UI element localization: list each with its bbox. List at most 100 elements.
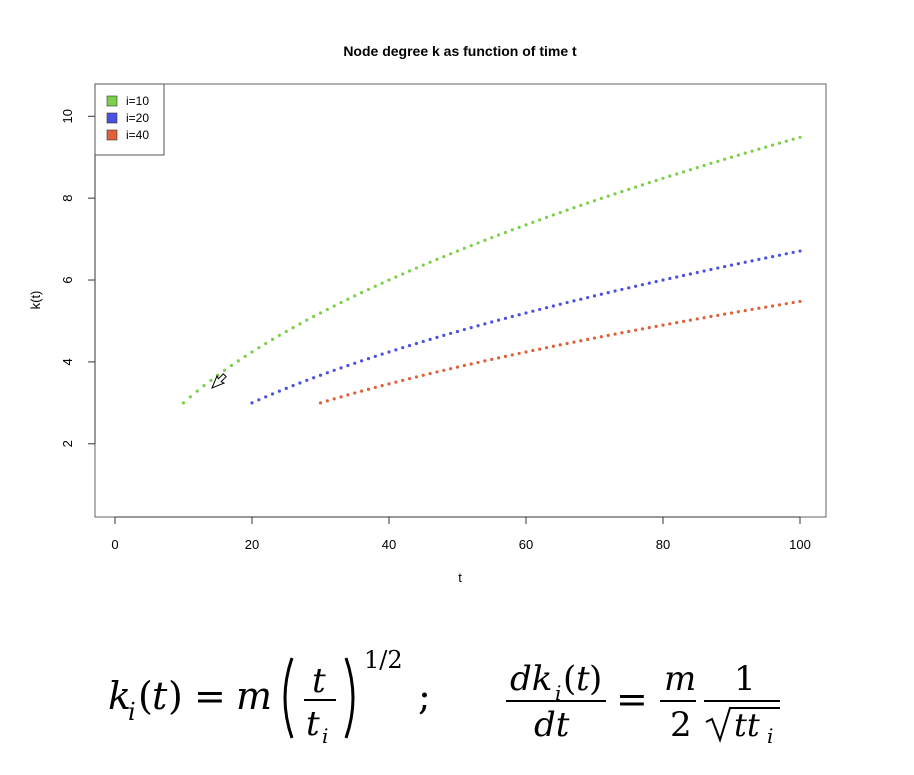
data-point bbox=[654, 178, 658, 183]
data-point bbox=[736, 262, 740, 266]
data-point bbox=[661, 323, 665, 327]
data-point bbox=[462, 363, 466, 368]
data-point bbox=[709, 314, 713, 319]
data-point bbox=[613, 332, 617, 336]
data-point bbox=[291, 326, 295, 330]
data-point bbox=[627, 187, 631, 191]
data-point bbox=[716, 266, 720, 270]
data-point bbox=[544, 346, 549, 350]
data-point bbox=[490, 236, 494, 240]
data-point bbox=[312, 376, 316, 380]
legend-label: i=10 bbox=[126, 94, 149, 108]
svg-text:i: i bbox=[555, 681, 561, 705]
data-point bbox=[599, 292, 603, 296]
data-point bbox=[688, 272, 693, 276]
data-point bbox=[764, 305, 768, 309]
data-point bbox=[483, 238, 487, 242]
x-tick-label: 40 bbox=[382, 537, 396, 552]
data-point bbox=[435, 335, 439, 339]
data-point bbox=[586, 295, 590, 300]
series-i=40 bbox=[318, 299, 802, 405]
data-point bbox=[640, 283, 645, 287]
data-point bbox=[606, 291, 610, 295]
data-point bbox=[277, 333, 281, 337]
data-point bbox=[428, 371, 432, 376]
data-point bbox=[634, 185, 638, 189]
data-point bbox=[332, 304, 336, 308]
data-point bbox=[325, 371, 329, 375]
x-axis-label: t bbox=[458, 570, 462, 585]
data-point bbox=[305, 378, 309, 382]
svg-text:t: t bbox=[152, 674, 168, 718]
y-tick-label: 4 bbox=[60, 358, 75, 365]
data-point bbox=[401, 346, 405, 350]
data-point bbox=[414, 375, 418, 379]
data-point bbox=[531, 309, 535, 313]
data-point bbox=[634, 328, 638, 332]
data-point bbox=[757, 147, 761, 151]
data-point bbox=[270, 392, 275, 396]
data-point bbox=[510, 314, 514, 319]
data-point bbox=[784, 252, 788, 256]
data-point bbox=[572, 340, 576, 344]
data-point bbox=[366, 387, 371, 391]
data-point bbox=[620, 331, 624, 335]
svg-text:k: k bbox=[108, 674, 131, 718]
data-point bbox=[407, 377, 412, 381]
data-point bbox=[723, 264, 727, 269]
data-point bbox=[702, 163, 706, 168]
data-point bbox=[675, 172, 679, 176]
data-point bbox=[675, 321, 679, 325]
data-point bbox=[777, 253, 782, 257]
data-point bbox=[729, 263, 734, 267]
svg-text:=: = bbox=[194, 674, 226, 718]
legend-label: i=20 bbox=[126, 111, 149, 125]
mouse-cursor-icon bbox=[211, 373, 227, 389]
data-point bbox=[661, 176, 665, 180]
data-point bbox=[750, 259, 754, 263]
data-point bbox=[579, 339, 583, 343]
data-point bbox=[517, 313, 521, 317]
data-point bbox=[620, 189, 624, 194]
data-point bbox=[531, 220, 535, 224]
data-point bbox=[284, 386, 288, 390]
data-point bbox=[483, 322, 487, 326]
data-point bbox=[538, 347, 542, 351]
data-point bbox=[264, 341, 268, 346]
data-point bbox=[510, 228, 514, 232]
data-point bbox=[565, 300, 569, 305]
data-point bbox=[243, 354, 247, 358]
data-point bbox=[469, 326, 473, 330]
data-point bbox=[729, 155, 734, 159]
svg-text:t: t bbox=[576, 659, 590, 699]
data-point bbox=[695, 270, 699, 275]
data-point bbox=[476, 324, 480, 328]
svg-text:i: i bbox=[767, 724, 773, 748]
data-point bbox=[223, 368, 227, 372]
data-point bbox=[236, 359, 240, 363]
data-point bbox=[736, 310, 740, 314]
y-axis: 2 4 6 8 10 bbox=[60, 109, 96, 447]
x-tick-label: 80 bbox=[656, 537, 670, 552]
data-point bbox=[668, 322, 672, 326]
data-point bbox=[462, 327, 466, 332]
data-point bbox=[380, 281, 384, 285]
data-point bbox=[771, 304, 775, 308]
data-point bbox=[551, 213, 556, 217]
data-point bbox=[640, 327, 645, 331]
formula-panel: k i ( t ) = m t t i 1/2 ; dk i ( t ) dt … bbox=[108, 646, 780, 748]
formula-degree: k i ( t ) = m t t i 1/2 ; bbox=[108, 646, 431, 748]
data-point bbox=[414, 341, 418, 346]
data-point bbox=[750, 149, 754, 153]
svg-text:m: m bbox=[664, 659, 696, 699]
legend-swatch bbox=[106, 112, 118, 124]
data-point bbox=[435, 257, 439, 262]
data-point bbox=[497, 356, 501, 360]
data-point bbox=[647, 326, 651, 330]
y-axis-label: k(t) bbox=[28, 291, 43, 310]
svg-text:1: 1 bbox=[734, 659, 756, 699]
plot-frame bbox=[94, 83, 827, 518]
data-point bbox=[709, 267, 713, 272]
data-point bbox=[202, 384, 206, 388]
data-point bbox=[284, 329, 288, 334]
